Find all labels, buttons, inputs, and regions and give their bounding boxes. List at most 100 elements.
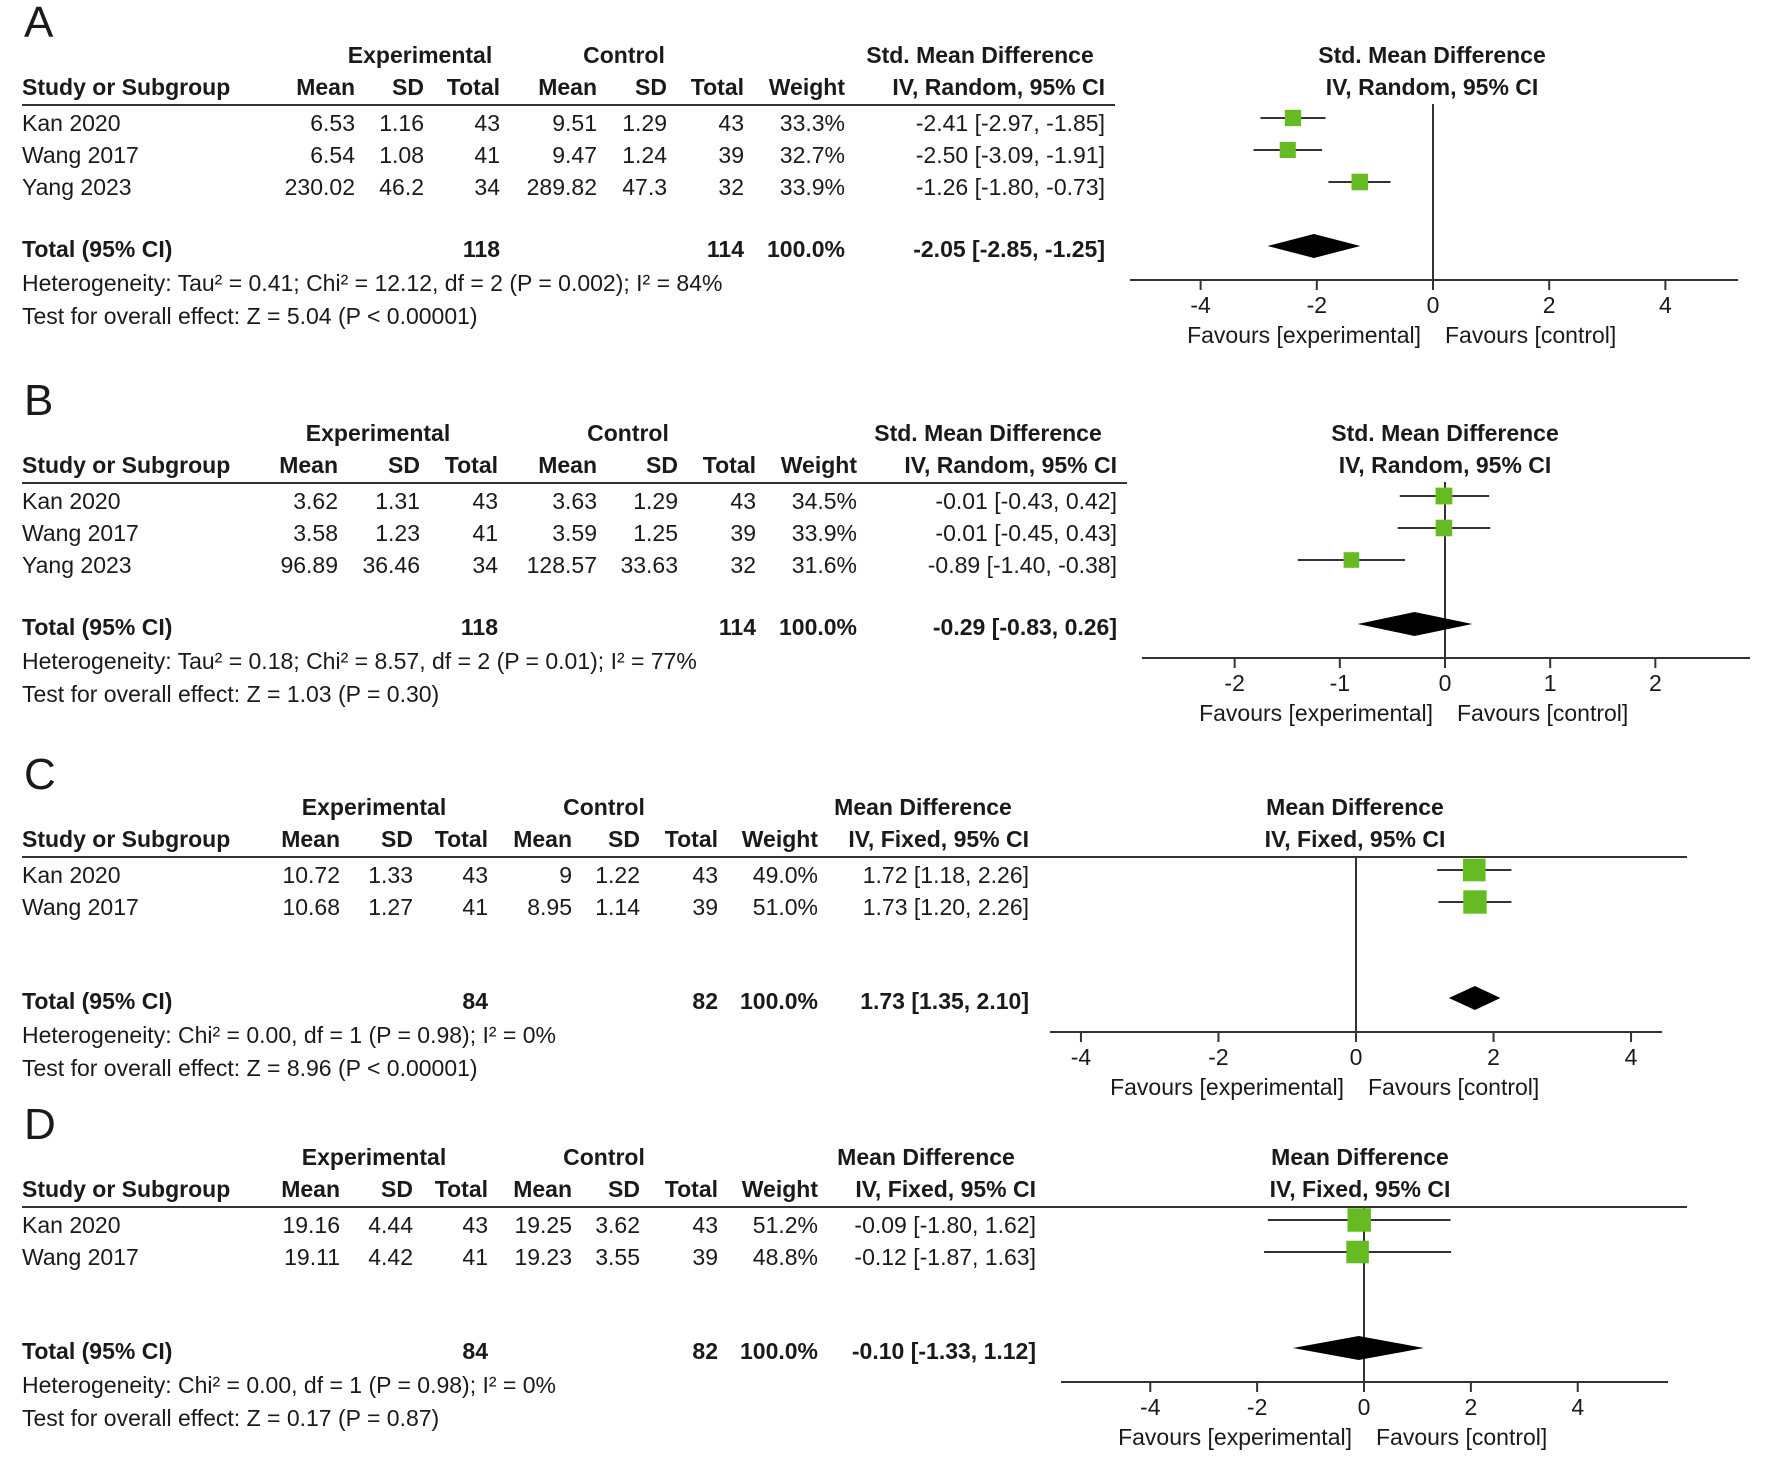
header-divider xyxy=(22,104,1115,106)
study-c-mean: 3.63 xyxy=(552,488,597,514)
effect-group-header: Std. Mean Difference xyxy=(866,42,1094,68)
heterogeneity-text: Heterogeneity: Tau² = 0.18; Chi² = 8.57,… xyxy=(22,648,697,674)
study-e-total: 43 xyxy=(474,110,500,136)
study-e-mean: 230.02 xyxy=(284,174,355,200)
study-weight: 49.0% xyxy=(752,862,818,888)
study-point-estimate xyxy=(1347,1208,1371,1232)
study-e-mean: 3.62 xyxy=(293,488,338,514)
study-c-mean: 9.47 xyxy=(552,142,597,168)
experimental-group-header: Experimental xyxy=(301,794,447,820)
pooled-effect-diamond xyxy=(1292,1336,1424,1360)
study-c-mean: 289.82 xyxy=(526,174,597,200)
column-header-e-sd: SD xyxy=(381,826,413,852)
total-control: 114 xyxy=(706,236,744,262)
favours-experimental-label: Favours [experimental] xyxy=(1187,322,1421,348)
study-c-total: 39 xyxy=(718,142,744,168)
study-name: Wang 2017 xyxy=(22,142,139,168)
total-weight: 100.0% xyxy=(766,236,845,262)
study-c-sd: 1.25 xyxy=(633,520,678,546)
plot-group-header: Mean Difference xyxy=(1266,794,1444,820)
overall-effect-text: Test for overall effect: Z = 0.17 (P = 0… xyxy=(22,1405,440,1431)
study-ci: 1.72 [1.18, 2.26] xyxy=(862,862,1029,888)
plot-group-header: Mean Difference xyxy=(1271,1144,1449,1170)
forest-plot: -4 -2 0 2 4 Favours [experimental] Favours [co… xyxy=(1061,1206,1668,1450)
control-group-header: Control xyxy=(563,1144,645,1170)
study-e-sd: 1.23 xyxy=(375,520,420,546)
study-e-mean: 10.68 xyxy=(282,894,340,920)
total-label: Total (95% CI) xyxy=(22,614,173,640)
forest-plot: -2 -1 0 1 2 Favours [experimental] Favours [co… xyxy=(1142,482,1750,726)
study-weight: 51.2% xyxy=(752,1212,818,1238)
total-ci: 1.73 [1.35, 2.10] xyxy=(860,988,1029,1014)
pooled-effect-diamond xyxy=(1448,986,1501,1010)
column-header-c-sd: SD xyxy=(646,452,678,478)
heterogeneity-text: Heterogeneity: Tau² = 0.41; Chi² = 12.12… xyxy=(22,270,723,296)
total-ci: -0.29 [-0.83, 0.26] xyxy=(932,614,1117,640)
total-control: 82 xyxy=(692,1338,718,1364)
study-point-estimate xyxy=(1343,552,1360,568)
plot-ci-header: IV, Random, 95% CI xyxy=(1338,452,1552,478)
study-e-total: 41 xyxy=(474,142,500,168)
study-e-mean: 6.54 xyxy=(310,142,355,168)
column-header-c-mean: Mean xyxy=(538,74,597,100)
panel-label: D xyxy=(24,1100,56,1149)
study-c-mean: 3.59 xyxy=(552,520,597,546)
study-e-sd: 46.2 xyxy=(379,174,424,200)
study-e-sd: 36.46 xyxy=(362,552,420,578)
pooled-effect-diamond xyxy=(1357,612,1473,636)
plot-ci-header: IV, Random, 95% CI xyxy=(1325,74,1539,100)
total-experimental: 84 xyxy=(462,1338,488,1364)
total-experimental: 118 xyxy=(462,236,500,262)
study-name: Wang 2017 xyxy=(22,894,139,920)
study-c-total: 32 xyxy=(718,174,744,200)
overall-effect-text: Test for overall effect: Z = 1.03 (P = 0… xyxy=(22,681,440,707)
favours-experimental-label: Favours [experimental] xyxy=(1199,700,1433,726)
study-ci: -0.01 [-0.43, 0.42] xyxy=(935,488,1117,514)
study-c-total: 39 xyxy=(692,894,718,920)
total-label: Total (95% CI) xyxy=(22,236,173,262)
study-name: Yang 2023 xyxy=(22,552,132,578)
plot-group-header: Std. Mean Difference xyxy=(1331,420,1559,446)
study-c-mean: 9 xyxy=(559,862,572,888)
study-c-total: 39 xyxy=(730,520,756,546)
x-axis-tick-label: 4 xyxy=(1625,1044,1638,1070)
total-control: 114 xyxy=(718,614,756,640)
study-ci: -2.50 [-3.09, -1.91] xyxy=(915,142,1105,168)
study-c-total: 32 xyxy=(730,552,756,578)
control-group-header: Control xyxy=(587,420,669,446)
x-axis-tick-label: -4 xyxy=(1071,1044,1092,1070)
study-e-mean: 3.58 xyxy=(293,520,338,546)
x-axis-tick-label: -2 xyxy=(1208,1044,1228,1070)
study-e-sd: 4.44 xyxy=(368,1212,413,1238)
study-c-total: 39 xyxy=(692,1244,718,1270)
study-e-total: 34 xyxy=(472,552,498,578)
column-header-c-total: Total xyxy=(702,452,756,478)
x-axis-tick-label: -2 xyxy=(1224,670,1244,696)
x-axis-tick-label: 1 xyxy=(1544,670,1557,696)
experimental-group-header: Experimental xyxy=(301,1144,447,1170)
total-ci: -2.05 [-2.85, -1.25] xyxy=(913,236,1105,262)
study-point-estimate xyxy=(1284,109,1302,127)
study-e-sd: 1.08 xyxy=(379,142,424,168)
study-c-total: 43 xyxy=(692,1212,718,1238)
column-header-e-mean: Mean xyxy=(279,452,338,478)
control-group-header: Control xyxy=(583,42,665,68)
study-c-sd: 47.3 xyxy=(622,174,667,200)
study-c-sd: 3.55 xyxy=(595,1244,640,1270)
study-ci: -0.09 [-1.80, 1.62] xyxy=(854,1212,1036,1238)
study-ci: -0.89 [-1.40, -0.38] xyxy=(927,552,1117,578)
total-ci: -0.10 [-1.33, 1.12] xyxy=(851,1338,1036,1364)
study-point-estimate xyxy=(1346,1240,1369,1264)
study-e-total: 43 xyxy=(462,862,488,888)
study-point-estimate xyxy=(1435,519,1453,537)
total-weight: 100.0% xyxy=(739,988,818,1014)
favours-experimental-label: Favours [experimental] xyxy=(1110,1074,1344,1100)
header-divider xyxy=(22,1206,1687,1208)
x-axis-tick-label: -4 xyxy=(1190,292,1211,318)
study-column-header: Study or Subgroup xyxy=(22,1176,231,1202)
study-name: Kan 2020 xyxy=(22,862,121,888)
column-header-weight: Weight xyxy=(780,452,857,478)
header-divider xyxy=(22,482,1127,484)
study-column-header: Study or Subgroup xyxy=(22,452,231,478)
study-c-mean: 9.51 xyxy=(552,110,597,136)
